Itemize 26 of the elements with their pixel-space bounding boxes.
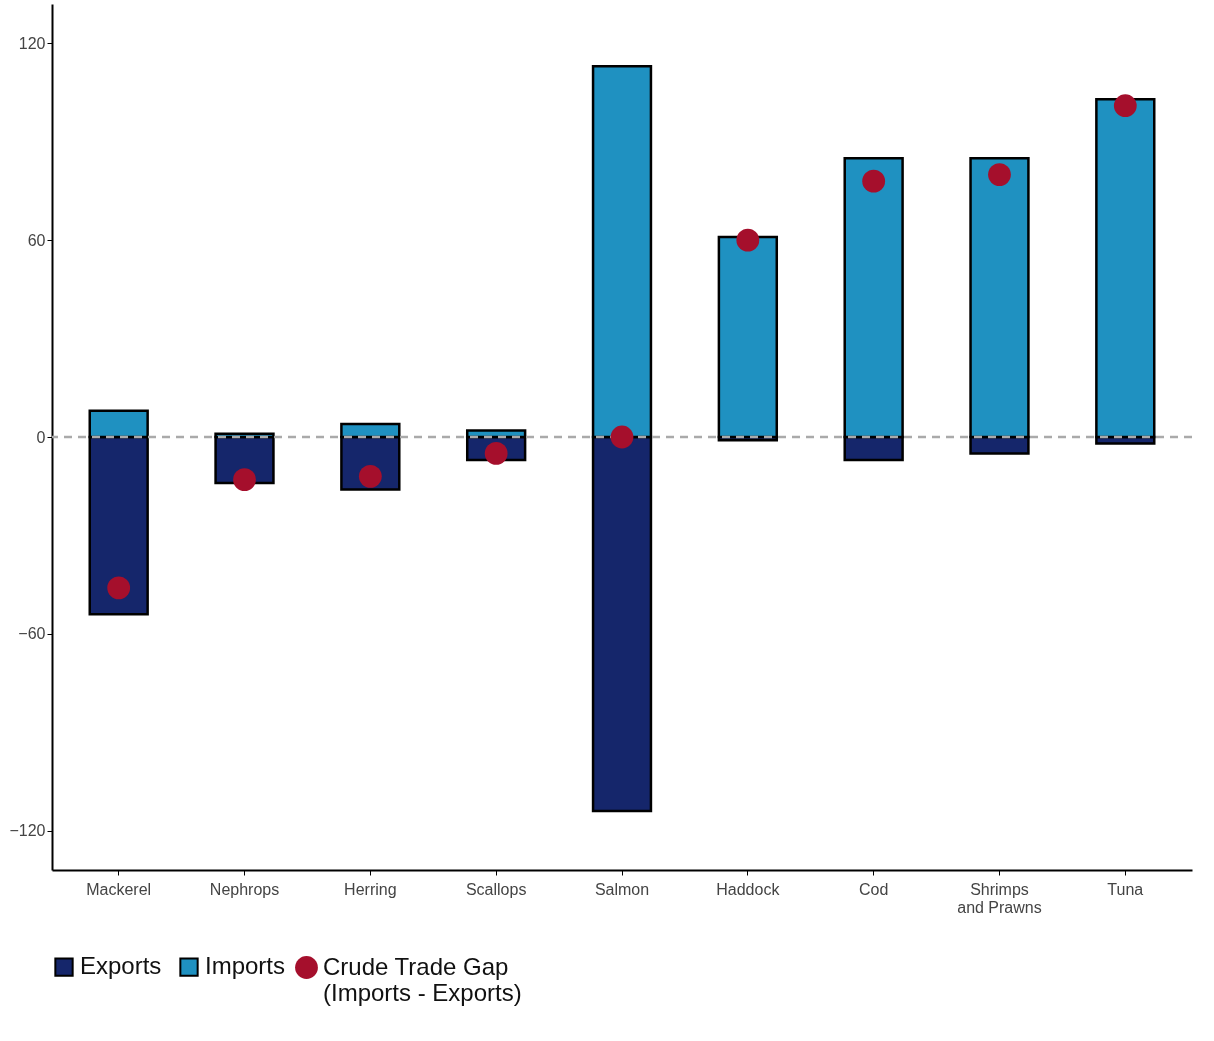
x-tick-label: Nephrops bbox=[209, 880, 280, 898]
y-tick-label: 0 bbox=[36, 428, 46, 446]
x-tick-label: Haddock bbox=[716, 880, 781, 898]
point bbox=[358, 464, 382, 488]
x-tick-label: Tuna bbox=[1107, 880, 1144, 898]
y-tick-label: −60 bbox=[18, 625, 46, 643]
point bbox=[862, 169, 886, 193]
x-tick-label: Scallops bbox=[465, 880, 527, 898]
point bbox=[988, 163, 1011, 186]
x-tick-label: Herring bbox=[344, 880, 397, 898]
y-tick-label: 60 bbox=[27, 231, 46, 249]
x-tick-label: Mackerel bbox=[86, 880, 152, 898]
legend-label: Imports bbox=[205, 952, 286, 980]
x-tick-label: Shrimps and Prawns bbox=[957, 880, 1042, 916]
bar bbox=[717, 235, 779, 439]
point bbox=[610, 425, 634, 449]
point bbox=[736, 228, 760, 252]
point bbox=[233, 468, 256, 492]
x-tick-label: Salmon bbox=[594, 880, 650, 898]
legend-label: Exports bbox=[80, 952, 162, 980]
point bbox=[107, 576, 131, 600]
y-tick-label: 120 bbox=[18, 34, 46, 52]
legend-label: Crude Trade Gap (Imports - Exports) bbox=[323, 952, 522, 1006]
x-tick-label: Cod bbox=[858, 880, 889, 898]
y-tick-label: −120 bbox=[9, 822, 46, 840]
point bbox=[1113, 94, 1137, 118]
